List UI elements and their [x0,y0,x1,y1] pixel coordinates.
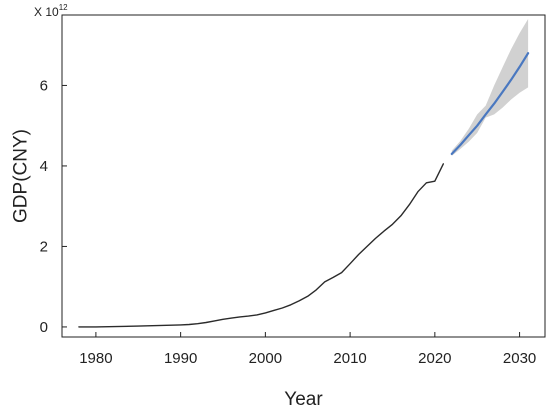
historical-series-line [78,163,444,328]
y-axis-label: GDP(CNY) [11,129,32,223]
x-tick-label: 2010 [333,350,366,367]
y-tick-label: 0 [40,319,48,336]
forecast-series-line [450,52,530,155]
plot-frame [61,14,546,338]
x-tick-label: 2020 [418,350,451,367]
y-scale-exponent: 12 [59,3,68,12]
forecast-confidence-band [451,19,529,156]
y-scale-note: X 10 [34,5,59,19]
y-scale-exponent-label: X 1012 [34,3,68,19]
x-tick-label: 1990 [164,350,197,367]
x-tick-label: 2000 [249,350,282,367]
tick-layer: 1980 1990 2000 2010 2020 2030 0 2 4 6 [40,77,537,367]
series-line-layer [78,52,530,328]
x-tick-label: 2030 [503,350,536,367]
x-tick-label: 1980 [79,350,112,367]
y-tick-label: 6 [40,77,48,94]
confidence-band-layer [451,19,529,156]
y-tick-label: 4 [40,158,48,175]
y-tick-label: 2 [40,238,48,255]
x-axis-label: Year [284,389,323,410]
